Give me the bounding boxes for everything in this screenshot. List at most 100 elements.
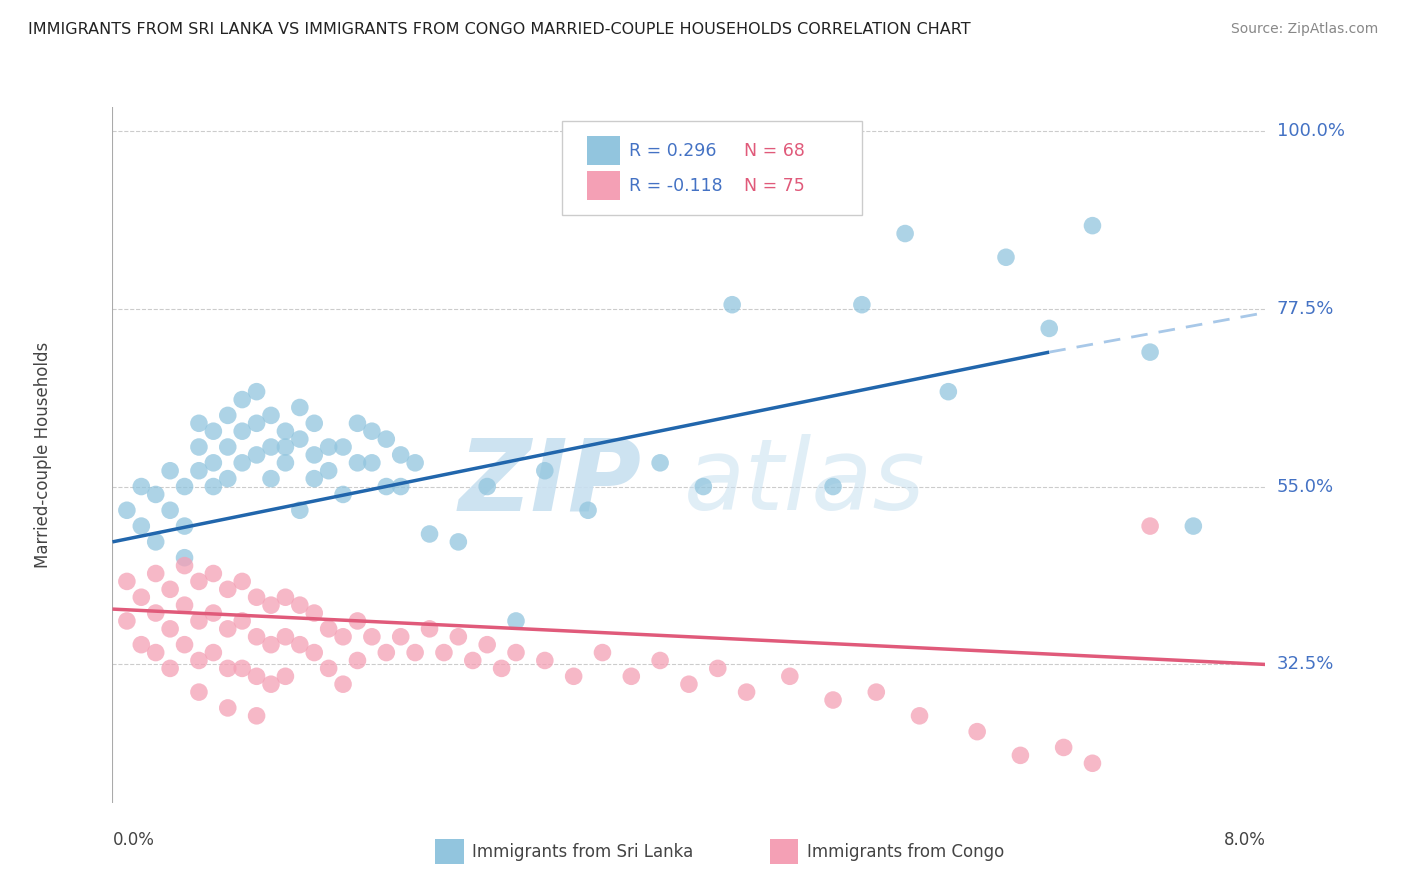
- Point: [721, 298, 744, 312]
- Point: [936, 384, 959, 399]
- Point: [202, 456, 225, 470]
- Point: [389, 630, 412, 644]
- Point: [360, 424, 382, 438]
- Text: 55.0%: 55.0%: [1277, 477, 1334, 496]
- Point: [1182, 519, 1205, 533]
- Point: [735, 685, 758, 699]
- Point: [332, 487, 354, 501]
- Point: [217, 701, 239, 715]
- Point: [1081, 756, 1104, 771]
- Point: [202, 479, 225, 493]
- Text: R = 0.296: R = 0.296: [628, 142, 717, 160]
- Point: [966, 724, 988, 739]
- Text: N = 68: N = 68: [744, 142, 806, 160]
- Point: [274, 456, 297, 470]
- Point: [245, 708, 267, 723]
- Point: [620, 669, 643, 683]
- Text: N = 75: N = 75: [744, 177, 806, 194]
- Point: [159, 622, 181, 636]
- Point: [375, 432, 398, 446]
- Text: IMMIGRANTS FROM SRI LANKA VS IMMIGRANTS FROM CONGO MARRIED-COUPLE HOUSEHOLDS COR: IMMIGRANTS FROM SRI LANKA VS IMMIGRANTS …: [28, 22, 970, 37]
- Point: [288, 503, 311, 517]
- Point: [821, 693, 844, 707]
- Bar: [588, 136, 620, 166]
- Point: [274, 669, 297, 683]
- Point: [173, 519, 195, 533]
- Point: [188, 417, 211, 431]
- Point: [592, 646, 614, 660]
- Text: Source: ZipAtlas.com: Source: ZipAtlas.com: [1230, 22, 1378, 37]
- Point: [260, 472, 283, 486]
- Point: [231, 661, 253, 675]
- Point: [389, 448, 412, 462]
- Point: [188, 440, 211, 454]
- Text: 8.0%: 8.0%: [1223, 830, 1265, 848]
- Text: 0.0%: 0.0%: [112, 830, 155, 848]
- Point: [231, 392, 253, 407]
- Point: [173, 550, 195, 565]
- Point: [260, 409, 283, 423]
- Point: [188, 685, 211, 699]
- Point: [1038, 321, 1060, 335]
- Text: R = -0.118: R = -0.118: [628, 177, 723, 194]
- Point: [274, 440, 297, 454]
- Point: [202, 606, 225, 620]
- Point: [304, 472, 326, 486]
- Point: [346, 614, 368, 628]
- Point: [419, 622, 441, 636]
- Point: [648, 653, 672, 667]
- Point: [188, 574, 211, 589]
- Point: [260, 638, 283, 652]
- Point: [173, 479, 195, 493]
- Point: [231, 574, 253, 589]
- FancyBboxPatch shape: [562, 121, 862, 215]
- Point: [447, 534, 470, 549]
- Text: 77.5%: 77.5%: [1277, 300, 1334, 318]
- Point: [245, 448, 267, 462]
- Point: [692, 479, 714, 493]
- Point: [678, 677, 700, 691]
- Text: ZIP: ZIP: [460, 434, 643, 532]
- Point: [245, 417, 267, 431]
- Point: [173, 558, 195, 573]
- Point: [389, 479, 412, 493]
- Text: Immigrants from Congo: Immigrants from Congo: [807, 843, 1004, 861]
- Point: [346, 653, 368, 667]
- Point: [145, 566, 167, 581]
- Point: [274, 424, 297, 438]
- Point: [288, 598, 311, 612]
- Point: [202, 424, 225, 438]
- Point: [505, 614, 527, 628]
- Point: [491, 661, 513, 675]
- Point: [188, 464, 211, 478]
- Point: [505, 646, 527, 660]
- Text: Married-couple Households: Married-couple Households: [34, 342, 52, 568]
- Point: [188, 653, 211, 667]
- Point: [433, 646, 456, 660]
- Point: [304, 417, 326, 431]
- Point: [202, 566, 225, 581]
- Point: [318, 440, 340, 454]
- Point: [202, 646, 225, 660]
- Point: [145, 487, 167, 501]
- Point: [404, 646, 426, 660]
- Point: [461, 653, 484, 667]
- Text: Immigrants from Sri Lanka: Immigrants from Sri Lanka: [472, 843, 693, 861]
- Point: [475, 479, 498, 493]
- Point: [1010, 748, 1032, 763]
- Point: [360, 630, 382, 644]
- Point: [707, 661, 730, 675]
- Point: [217, 440, 239, 454]
- Point: [1081, 219, 1104, 233]
- Point: [115, 503, 138, 517]
- Point: [332, 440, 354, 454]
- Point: [360, 456, 382, 470]
- Point: [576, 503, 599, 517]
- Point: [159, 582, 181, 597]
- Point: [217, 582, 239, 597]
- Point: [217, 472, 239, 486]
- Point: [375, 479, 398, 493]
- Point: [533, 653, 555, 667]
- Point: [260, 598, 283, 612]
- Point: [231, 424, 253, 438]
